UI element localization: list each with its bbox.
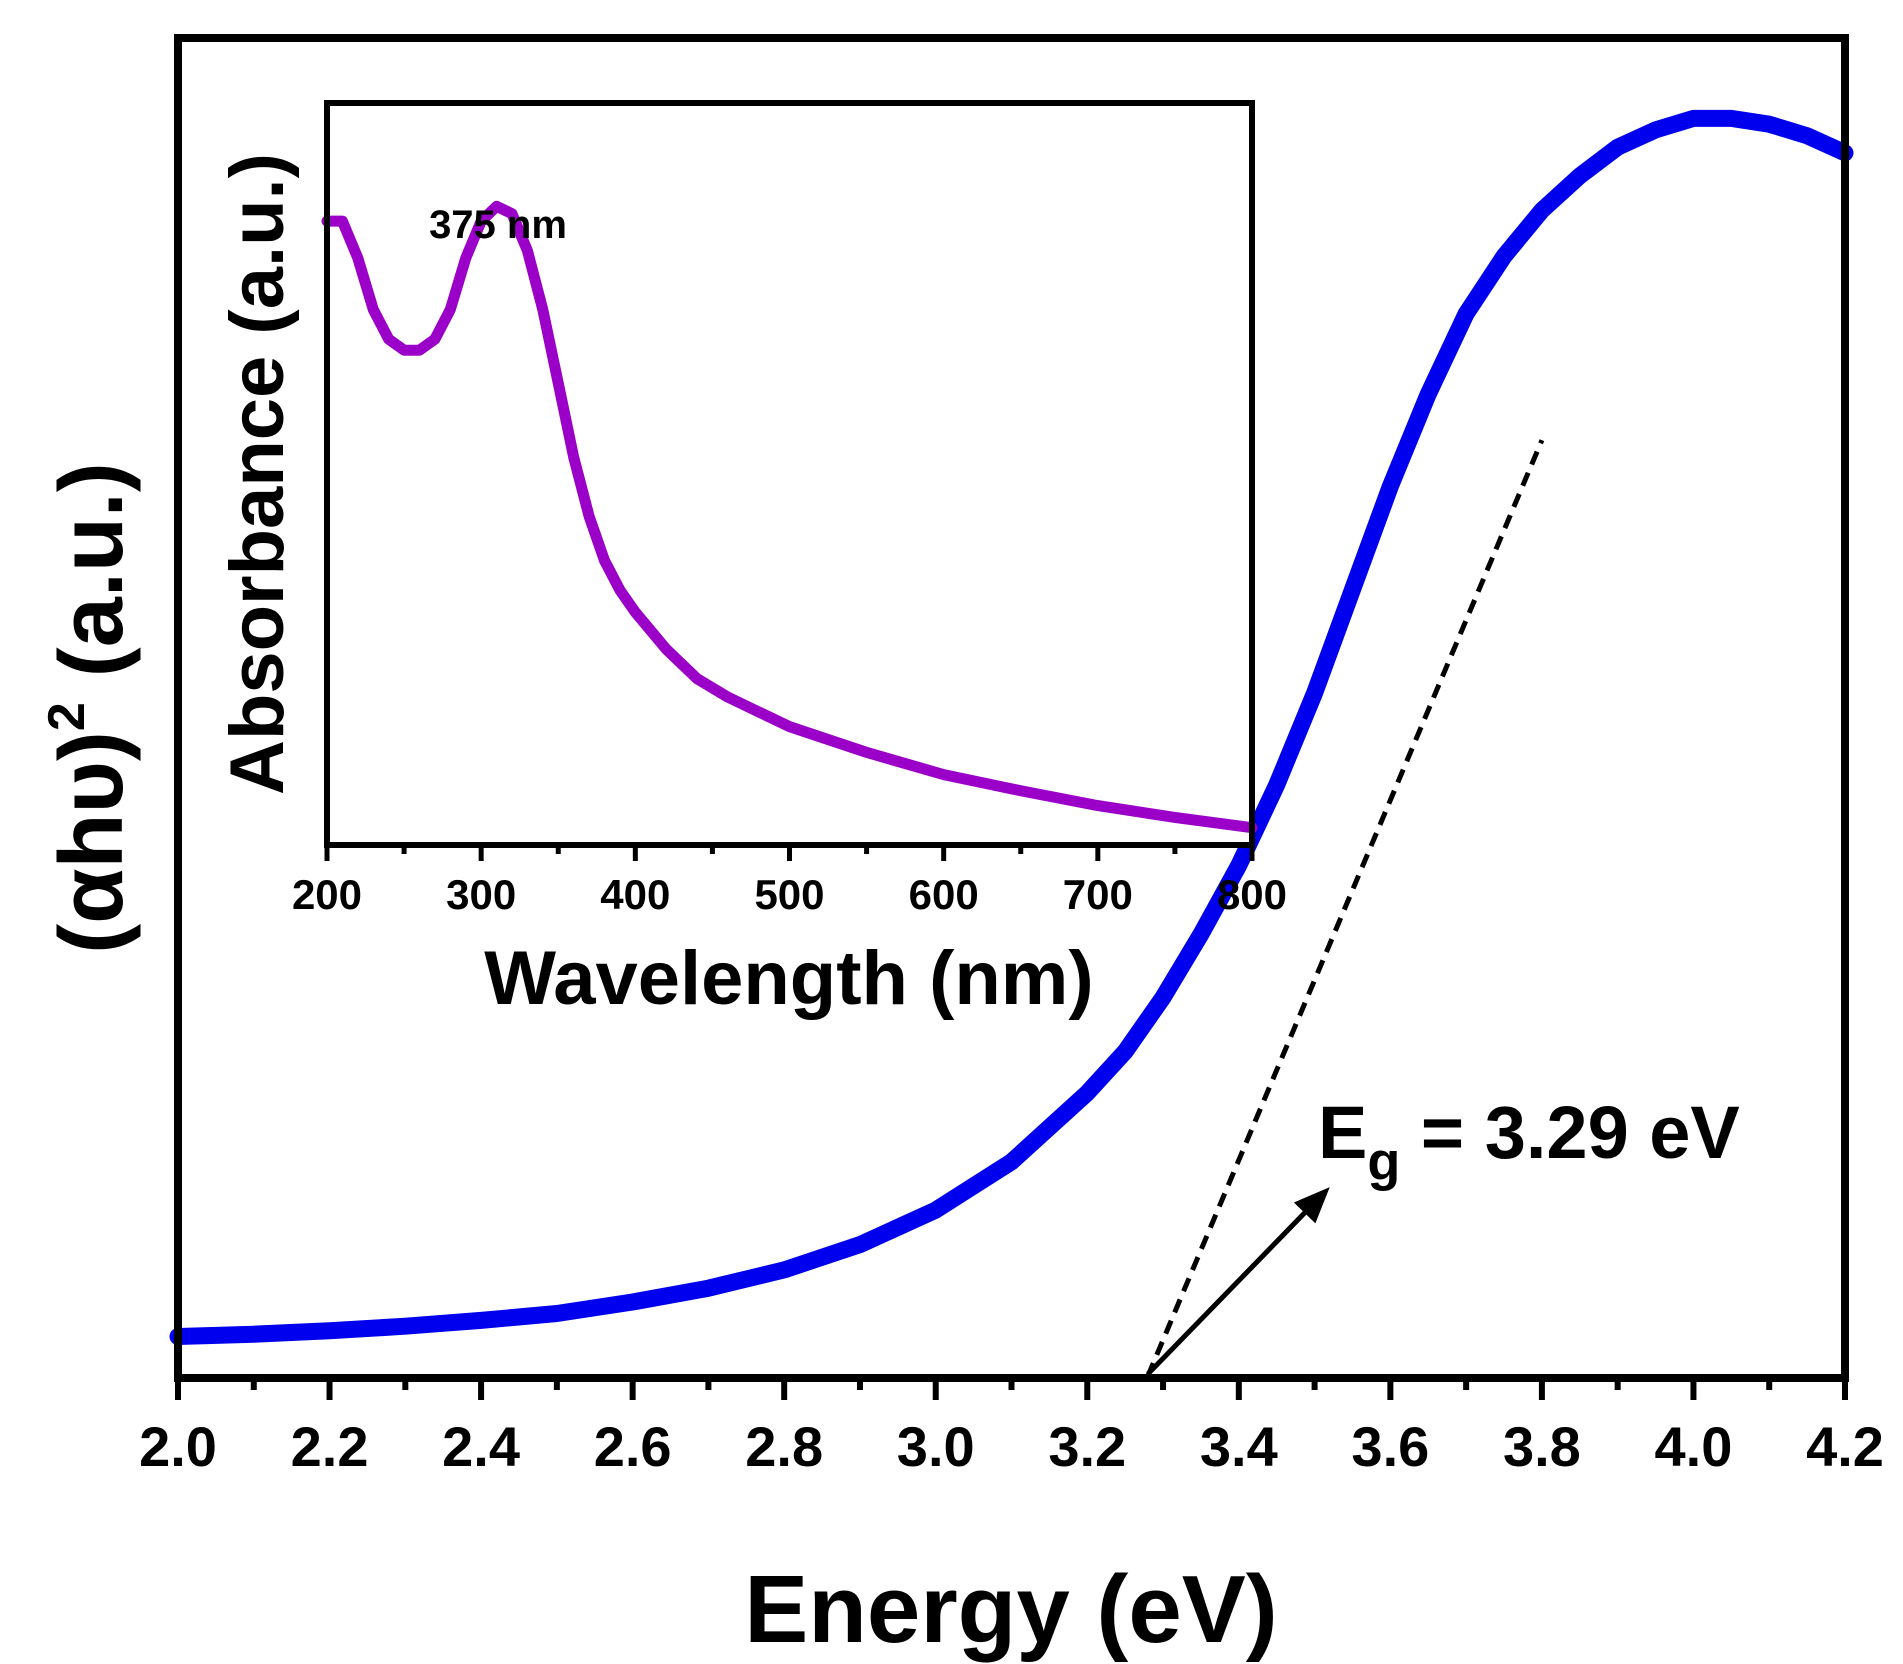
bandgap-annotation-rest: = 3.29 eV bbox=[1400, 1091, 1739, 1174]
bandgap-annotation-main: E bbox=[1318, 1091, 1367, 1174]
inset-series-layer bbox=[321, 200, 1258, 834]
bandgap-arrow-head bbox=[1293, 1187, 1330, 1224]
inset-plot: 200 300 400 500 600 700 800 375 nm Wavelength … bbox=[215, 100, 1287, 1021]
main-x-tick-label: 3.8 bbox=[1503, 1415, 1581, 1478]
inset-x-tick-label: 700 bbox=[1063, 871, 1133, 918]
main-x-tick-label: 2.0 bbox=[139, 1415, 217, 1478]
main-x-tick-label: 4.0 bbox=[1655, 1415, 1733, 1478]
main-x-tick-label: 2.2 bbox=[291, 1415, 369, 1478]
main-x-tick-label: 3.2 bbox=[1048, 1415, 1126, 1478]
bandgap-annotation-sub: g bbox=[1367, 1132, 1400, 1192]
inset-y-axis-title: Absorbance (a.u.) bbox=[215, 153, 300, 795]
tangent-line bbox=[1145, 439, 1545, 1377]
main-x-tick-label: 4.2 bbox=[1806, 1415, 1884, 1478]
main-y-axis-title-base: (αhυ) bbox=[42, 731, 142, 954]
main-x-tick-label: 2.4 bbox=[442, 1415, 520, 1478]
main-y-axis-title-sup: 2 bbox=[38, 702, 96, 731]
main-ticks bbox=[175, 1378, 1848, 1400]
main-x-tick-label: 2.8 bbox=[745, 1415, 823, 1478]
inset-series-line bbox=[321, 200, 1258, 834]
main-tangent-layer bbox=[1145, 439, 1545, 1377]
inset-tick-labels: 200 300 400 500 600 700 800 bbox=[292, 871, 1287, 918]
main-tick-labels: 2.0 2.2 2.4 2.6 2.8 3.0 3.2 3.4 3.6 3.8 4.0 4.2 bbox=[139, 1415, 1884, 1478]
inset-ticks bbox=[324, 845, 1255, 861]
main-series-line bbox=[169, 109, 1854, 1345]
main-x-tick-label: 3.4 bbox=[1200, 1415, 1278, 1478]
inset-x-tick-label: 800 bbox=[1217, 871, 1287, 918]
inset-x-tick-label: 300 bbox=[446, 871, 516, 918]
main-y-axis-title-unit: (a.u.) bbox=[42, 462, 142, 677]
main-plot: 2.0 2.2 2.4 2.6 2.8 3.0 3.2 3.4 3.6 3.8 4.0 4.2 Ene… bbox=[38, 34, 1884, 1663]
main-y-axis-title-gap bbox=[42, 677, 142, 702]
inset-x-axis-title: Wavelength (nm) bbox=[484, 936, 1093, 1021]
inset-x-tick-label: 600 bbox=[909, 871, 979, 918]
main-series-layer bbox=[169, 109, 1854, 1345]
main-x-tick-label: 2.6 bbox=[594, 1415, 672, 1478]
bandgap-annotation: Eg = 3.29 eV bbox=[1318, 1091, 1740, 1192]
main-x-axis-title: Energy (eV) bbox=[744, 1556, 1277, 1663]
inset-x-tick-label: 500 bbox=[754, 871, 824, 918]
main-x-tick-label: 3.6 bbox=[1351, 1415, 1429, 1478]
bandgap-arrow-shaft bbox=[1146, 1211, 1307, 1376]
inset-x-tick-label: 400 bbox=[600, 871, 670, 918]
inset-peak-annotation: 375 nm bbox=[429, 203, 567, 247]
main-x-tick-label: 3.0 bbox=[897, 1415, 975, 1478]
main-arrow-layer bbox=[1146, 1187, 1330, 1376]
main-y-axis-title: (αhυ)2 (a.u.) bbox=[38, 462, 142, 954]
inset-x-tick-label: 200 bbox=[292, 871, 362, 918]
